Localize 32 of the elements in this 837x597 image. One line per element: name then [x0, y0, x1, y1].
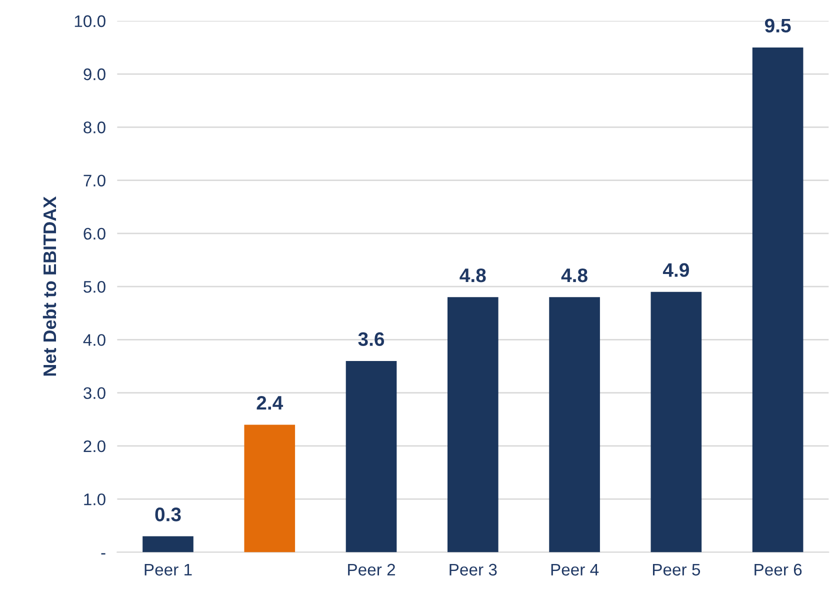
- data-label: 2.4: [256, 396, 284, 410]
- bar: [244, 424, 296, 552]
- bar: [549, 297, 600, 552]
- x-tick-label: Peer 4: [551, 564, 599, 576]
- data-label: 9.5: [764, 18, 791, 33]
- bar: [346, 360, 397, 552]
- data-label: 4.9: [662, 263, 689, 277]
- bar: [142, 536, 194, 552]
- x-tick-label: Peer 2: [348, 564, 395, 576]
- bar: [447, 297, 498, 552]
- y-tick-label: 4.0: [83, 334, 106, 346]
- y-tick-label: 5.0: [84, 280, 106, 293]
- bar: [752, 47, 804, 552]
- bar: [650, 292, 702, 552]
- y-tick-label: 9.0: [84, 68, 106, 80]
- x-tick-label: Peer 1: [144, 564, 192, 576]
- data-label: 3.6: [358, 332, 384, 346]
- y-tick-label: -: [101, 553, 106, 554]
- data-label: 4.8: [561, 268, 588, 282]
- y-tick-label: 10.0: [74, 15, 106, 28]
- y-axis-title: Net Debt to EBITDAX: [42, 196, 56, 376]
- y-tick-label: 2.0: [84, 440, 106, 452]
- data-label: 0.3: [155, 508, 181, 522]
- y-tick-label: 1.0: [84, 493, 106, 506]
- y-tick-label: 3.0: [84, 387, 106, 400]
- x-tick-label: Peer 3: [450, 564, 497, 576]
- x-tick-label: Peer 5: [652, 564, 700, 576]
- y-tick-label: 7.0: [84, 174, 106, 186]
- y-tick-label: 6.0: [84, 228, 106, 240]
- data-label: 4.8: [460, 268, 486, 282]
- x-tick-label: Peer 6: [754, 564, 802, 576]
- y-tick-label: 8.0: [84, 122, 106, 134]
